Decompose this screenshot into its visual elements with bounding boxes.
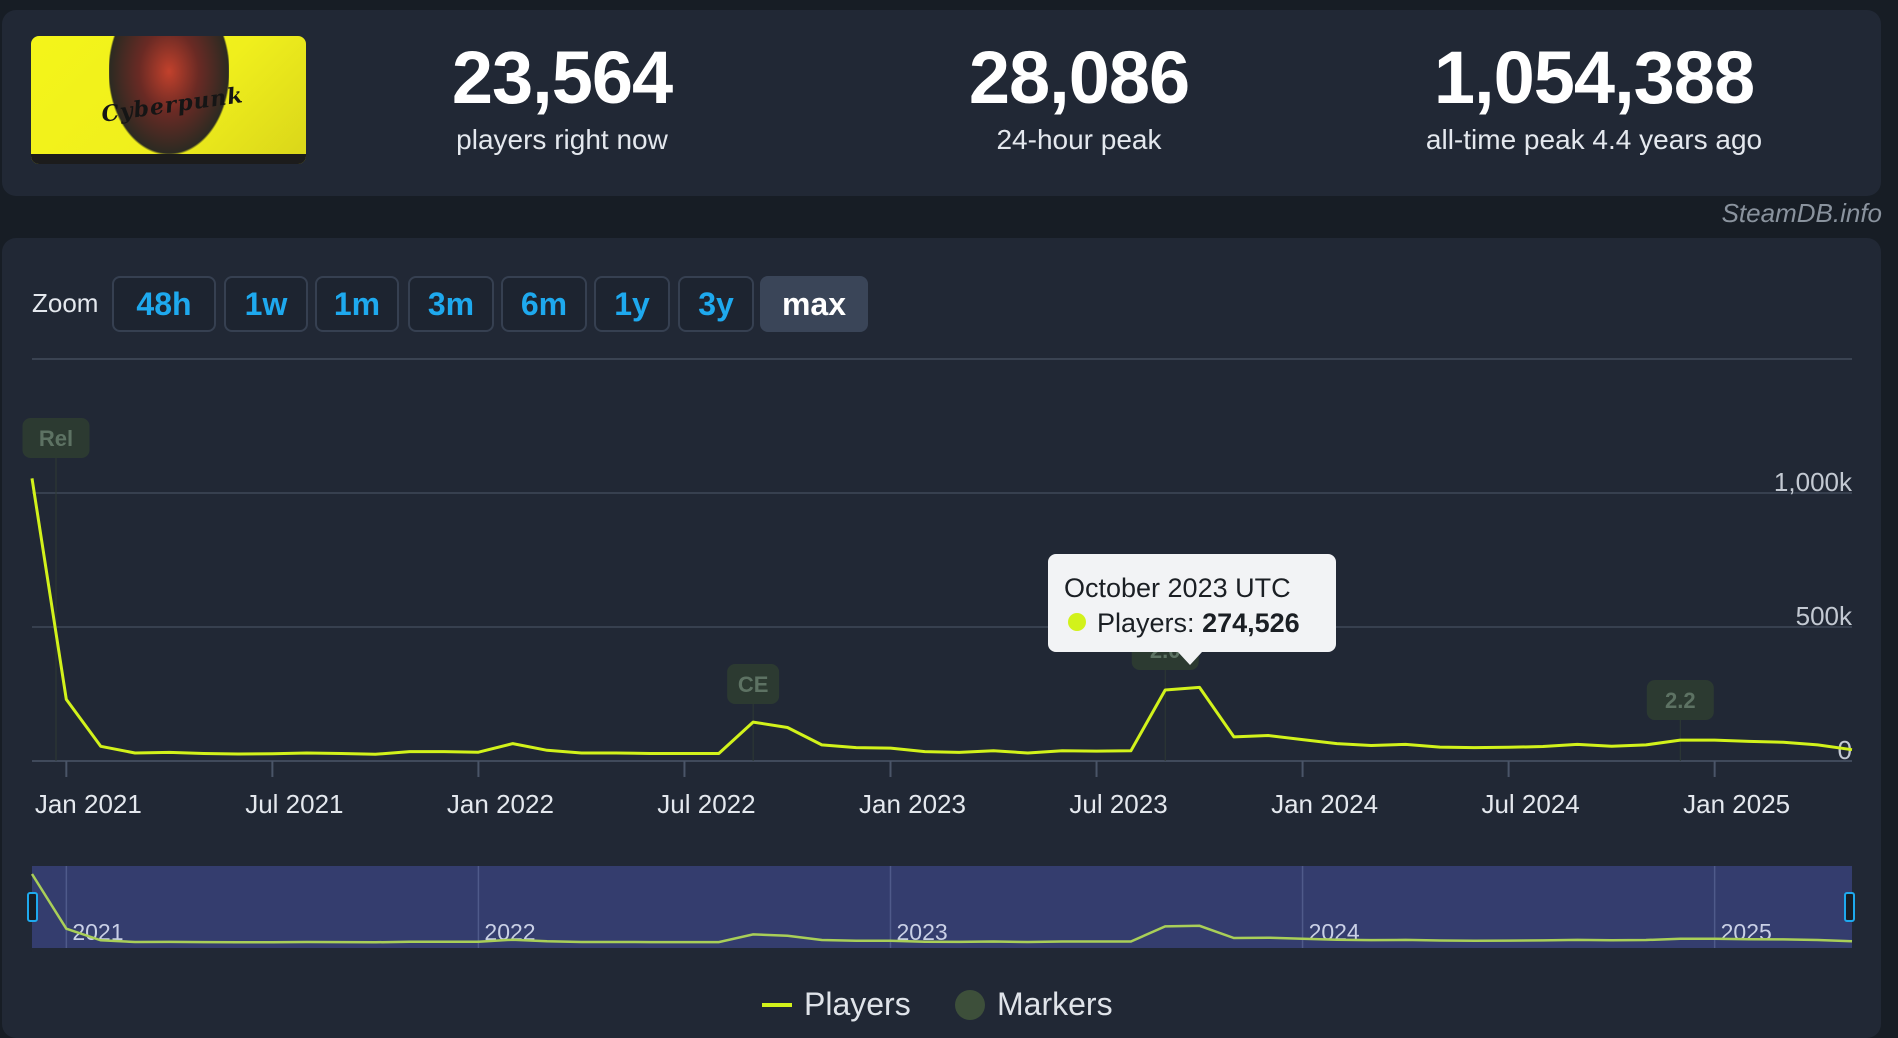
- zoom-button-3y[interactable]: 3y: [678, 276, 754, 332]
- tooltip-dot: [1068, 613, 1086, 631]
- marker-badge: [22, 418, 90, 458]
- marker-label: Rel: [39, 426, 73, 451]
- tooltip-series-name: Players:: [1097, 608, 1195, 638]
- chart-tooltip: October 2023 UTC Players: 274,526: [1048, 554, 1336, 665]
- marker-badge: [727, 664, 780, 704]
- stat-label: players right now: [456, 124, 668, 155]
- legend-item-players[interactable]: Players: [762, 986, 911, 1023]
- stat-label: 24-hour peak: [996, 124, 1162, 155]
- x-tick-label: Jan 2023: [859, 789, 966, 819]
- steamdb-credit[interactable]: SteamDB.info: [1721, 198, 1882, 228]
- tooltip-series: Players: 274,526: [1097, 608, 1300, 638]
- stat-value: 28,086: [968, 36, 1190, 119]
- stat-value: 23,564: [451, 36, 673, 119]
- marker-badge: [1646, 680, 1714, 720]
- marker-label: CE: [738, 672, 769, 697]
- chart-grid: [32, 492, 1852, 762]
- stat-all-time-peak: 1,054,388 all-time peak 4.4 years ago: [1384, 36, 1804, 156]
- zoom-button-max[interactable]: max: [760, 276, 868, 332]
- tooltip-title: October 2023 UTC: [1064, 573, 1291, 603]
- x-tick-label: Jan 2025: [1683, 789, 1790, 819]
- zoom-button-1w[interactable]: 1w: [224, 276, 308, 332]
- y-tick-label: 1,000k: [1774, 467, 1853, 497]
- zoom-button-6m[interactable]: 6m: [501, 276, 587, 332]
- zoom-button-3m[interactable]: 3m: [408, 276, 494, 332]
- legend-line-icon: [762, 1002, 792, 1007]
- marker-label: 2.2: [1665, 688, 1696, 713]
- legend-label: Markers: [997, 986, 1113, 1022]
- zoom-button-48h[interactable]: 48h: [112, 276, 216, 332]
- game-banner-hero: [109, 36, 229, 154]
- x-tick-label: Jul 2023: [1069, 789, 1167, 819]
- x-tick-label: Jul 2024: [1481, 789, 1579, 819]
- x-tick-label: Jan 2024: [1271, 789, 1378, 819]
- legend-item-markers[interactable]: Markers: [955, 986, 1113, 1023]
- game-banner-strip: [31, 154, 306, 164]
- stat-label: all-time peak 4.4 years ago: [1425, 124, 1763, 155]
- stat-current-players: 23,564 players right now: [352, 36, 772, 156]
- y-tick-label: 500k: [1796, 601, 1853, 631]
- x-tick-label: Jul 2021: [245, 789, 343, 819]
- players-line: [30, 478, 1853, 756]
- navigator-background[interactable]: [32, 866, 1852, 948]
- stat-24h-peak: 28,086 24-hour peak: [869, 36, 1289, 156]
- stat-value: 1,054,388: [1433, 36, 1755, 119]
- legend-marker-icon: [955, 989, 985, 1020]
- x-tick-label: Jan 2022: [447, 789, 554, 819]
- x-tick-label: Jul 2022: [657, 789, 755, 819]
- legend-label: Players: [804, 986, 911, 1022]
- stats-card: [2, 10, 1881, 196]
- navigator-line: [30, 873, 1853, 944]
- zoom-label: Zoom: [32, 288, 99, 318]
- x-axis: Jan 2021 Jul 2021 Jan 2022 Jul 2022 Jan 2023…: [35, 761, 1790, 819]
- x-tick-label: Jan 2021: [35, 789, 142, 819]
- navigator-left-handle[interactable]: [27, 892, 38, 922]
- game-banner[interactable]: Cyberpunk: [31, 36, 306, 164]
- navigator-right-handle[interactable]: [1844, 892, 1855, 922]
- tooltip-value: 274,526: [1202, 608, 1300, 638]
- navigator-year-label: 2025: [1721, 919, 1772, 945]
- zoom-button-1y[interactable]: 1y: [594, 276, 670, 332]
- zoom-button-1m[interactable]: 1m: [315, 276, 399, 332]
